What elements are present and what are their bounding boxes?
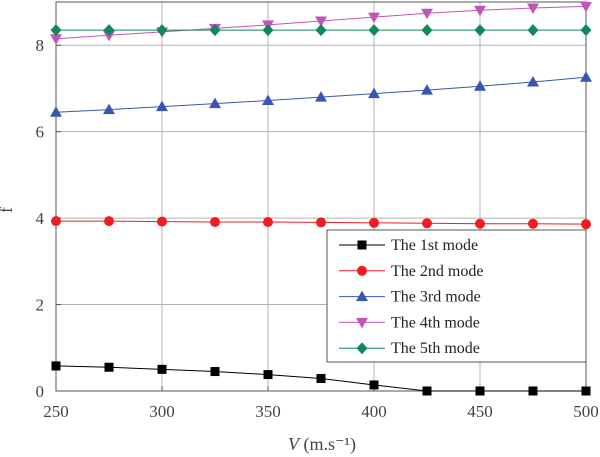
data-point	[316, 373, 326, 383]
data-point	[368, 12, 380, 24]
y-tick-label: 8	[36, 36, 45, 55]
series-3	[50, 71, 592, 117]
legend-item: The 5th mode	[339, 340, 480, 357]
legend-item: The 1st mode	[339, 237, 478, 254]
legend-marker	[356, 342, 368, 355]
data-point	[51, 361, 61, 371]
data-point	[51, 216, 61, 227]
data-point	[474, 80, 486, 91]
plot-frame	[55, 1, 587, 392]
data-point	[157, 364, 167, 374]
series-group	[50, 1, 592, 396]
legend-label: The 3rd mode	[391, 289, 481, 306]
y-tick-label: 2	[36, 296, 45, 315]
legend-label: The 4th mode	[391, 314, 480, 331]
data-point	[368, 24, 380, 37]
x-tick-label: 250	[43, 402, 69, 421]
data-point	[104, 216, 114, 227]
data-point	[210, 217, 220, 228]
x-tick-label: 450	[467, 402, 493, 421]
data-point	[369, 380, 379, 390]
series-5	[50, 24, 592, 37]
legend-item: The 2nd mode	[339, 263, 483, 280]
data-point	[475, 386, 485, 396]
data-point	[580, 71, 592, 82]
x-axis-label: V (m.s⁻¹)	[288, 434, 356, 455]
data-point	[369, 217, 379, 228]
legend-marker	[357, 240, 367, 250]
legend-label: The 5th mode	[391, 340, 480, 357]
data-point	[474, 5, 486, 17]
data-point	[263, 370, 273, 380]
data-point	[580, 1, 592, 13]
data-point	[474, 24, 486, 37]
data-point	[315, 16, 327, 28]
data-point	[580, 24, 592, 37]
legend-item: The 3rd mode	[339, 289, 481, 306]
series-2	[51, 216, 591, 230]
data-point	[422, 218, 432, 229]
data-point	[368, 87, 380, 99]
data-point	[156, 100, 168, 112]
data-point	[209, 97, 221, 109]
data-point	[50, 106, 62, 117]
x-axis-label-unit: (m.s⁻¹)	[299, 434, 356, 455]
data-point	[103, 103, 115, 115]
data-point	[104, 362, 114, 372]
data-point	[316, 217, 326, 228]
legend-marker	[356, 290, 368, 302]
data-point	[157, 216, 167, 227]
legend-marker	[357, 265, 367, 276]
data-point	[103, 24, 115, 37]
y-axis-label: f	[0, 207, 16, 213]
legend: The 1st mode The 2nd mode The 3rd mode The …	[326, 229, 587, 363]
x-tick-label: 300	[149, 402, 175, 421]
data-point	[315, 24, 327, 37]
data-point	[581, 386, 591, 396]
data-point	[50, 24, 62, 37]
x-tick-label: 350	[255, 402, 281, 421]
data-point	[422, 386, 432, 396]
y-tick-label: 6	[36, 123, 45, 142]
series-4	[50, 1, 592, 45]
data-point	[527, 75, 539, 87]
data-point	[421, 24, 433, 37]
legend-box	[326, 229, 587, 363]
x-tick-label: 400	[361, 402, 387, 421]
axis-ticks: 250 300 350 400 450 500 0 2 4 6 8	[36, 36, 599, 421]
legend-marker	[356, 317, 368, 329]
legend-label: The 1st mode	[391, 237, 478, 254]
y-tick-label: 4	[36, 209, 45, 228]
data-point	[528, 386, 538, 396]
data-point	[209, 24, 221, 37]
x-tick-label: 500	[573, 402, 599, 421]
legend-label: The 2nd mode	[391, 263, 483, 280]
data-point	[421, 84, 433, 95]
data-point	[263, 217, 273, 228]
x-axis-label-variable: V	[288, 434, 301, 454]
legend-item: The 4th mode	[339, 314, 480, 331]
data-point	[528, 218, 538, 229]
data-point	[421, 8, 433, 20]
data-point	[156, 24, 168, 37]
series-1	[51, 361, 591, 396]
data-point	[315, 91, 327, 102]
data-point	[527, 24, 539, 37]
y-tick-label: 0	[36, 382, 45, 401]
data-point	[527, 3, 539, 15]
data-point	[210, 367, 220, 377]
data-point	[475, 218, 485, 229]
data-point	[262, 94, 274, 106]
data-point	[50, 34, 62, 45]
data-point	[262, 24, 274, 37]
data-point	[581, 219, 591, 230]
